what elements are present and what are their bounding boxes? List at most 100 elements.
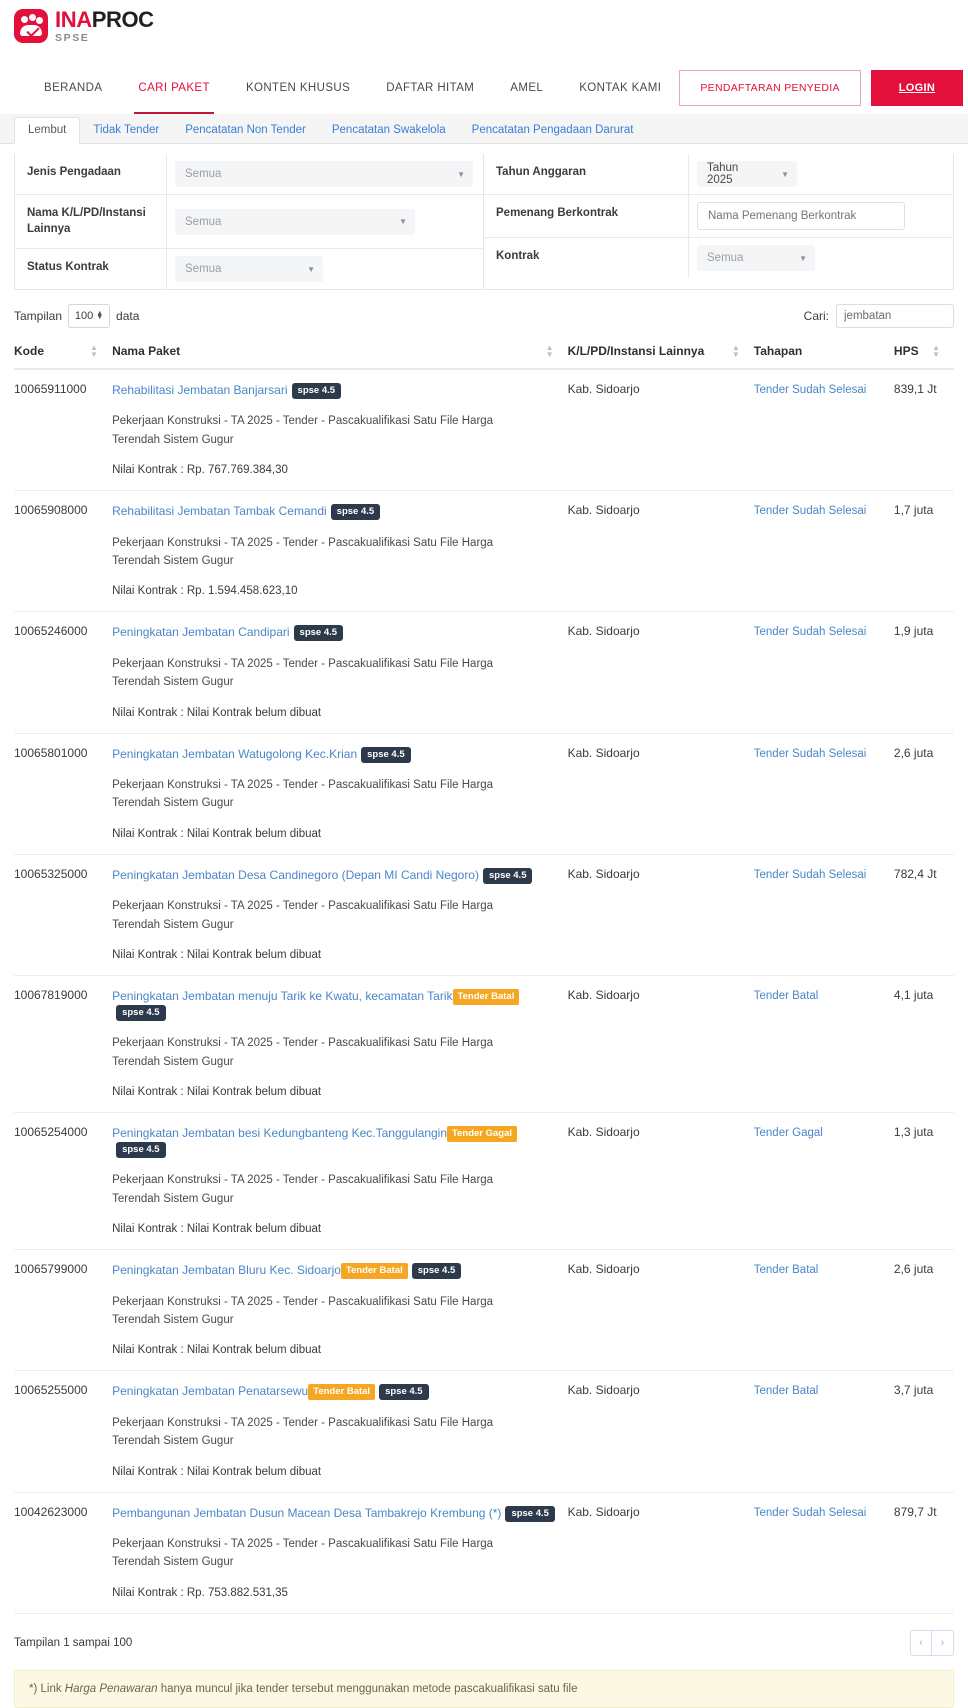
package-description: Pekerjaan Konstruksi - TA 2025 - Tender … [112, 657, 494, 689]
brand-logo[interactable]: INAPROC SPSE [14, 8, 154, 44]
sort-icon[interactable]: ▲ ▼ [545, 343, 554, 360]
search-input[interactable] [836, 304, 954, 329]
tab-lembut[interactable]: Lembut [14, 117, 81, 144]
inaproc-people-icon [14, 8, 48, 43]
nama-instansi-select[interactable]: Semua ▼ [175, 208, 415, 235]
package-title-link[interactable]: Peningkatan Jembatan Bluru Kec. Sidoarjo [112, 1263, 341, 1278]
package-title-line: Peningkatan Jembatan Bluru Kec. Sidoarjo… [112, 1262, 563, 1280]
login-button[interactable]: LOGIN [870, 70, 964, 106]
table-controls: Tampilan 100 ▲ ▼ data Cari: [14, 304, 954, 329]
package-title-link[interactable]: Rehabilitasi Jembatan Banjarsari [112, 383, 288, 398]
tahun-anggaran-select[interactable]: Tahun 2025 ▼ [697, 161, 797, 187]
tahapan-link[interactable]: Tender Sudah Selesai [753, 1506, 867, 1519]
cell-kode: 10042623000 [14, 1492, 113, 1614]
column-header-tahapan[interactable]: Tahapan [753, 338, 894, 371]
package-title-line: Peningkatan Jembatan Desa Candinegoro (D… [112, 867, 563, 884]
cell-instansi: Kab. Sidoarjo [567, 1492, 754, 1614]
table-row: 10065254000 Peningkatan Jembatan besi Ked… [14, 1112, 954, 1251]
package-title-link[interactable]: Peningkatan Jembatan Desa Candinegoro (D… [112, 867, 479, 882]
chevron-down-icon: ▼ [399, 217, 407, 227]
filter-row-nama-instansi: Nama K/L/PD/Instansi Lainnya Semua ▼ [15, 195, 483, 250]
tahun-anggaran-value: Tahun 2025 [707, 162, 739, 186]
cell-instansi: Kab. Sidoarjo [567, 369, 754, 492]
next-page-button[interactable]: › [932, 1629, 954, 1656]
stepper-arrows-icon: ▲ ▼ [96, 310, 104, 322]
nav-item-konten-khusus[interactable]: KONTEN KHUSUS [245, 82, 351, 94]
package-title-link[interactable]: Peningkatan Jembatan menuju Tarik ke Kwa… [112, 988, 453, 1003]
package-title-line: Peningkatan Jembatan besi Kedungbanteng … [112, 1125, 563, 1159]
column-header-instansi[interactable]: K/L/PD/Instansi Lainnya ▲ ▼ [567, 338, 754, 371]
tab-tidak-tender[interactable]: Tidak Tender [93, 124, 160, 136]
cell-nama-paket: Peningkatan Jembatan Desa Candinegoro (D… [112, 854, 568, 976]
tahapan-link[interactable]: Tender Sudah Selesai [753, 868, 867, 881]
cell-tahapan: Tender Sudah Selesai [753, 1492, 894, 1614]
tahapan-link[interactable]: Tender Sudah Selesai [753, 747, 867, 760]
package-title-link[interactable]: Peningkatan Jembatan Penatarsewu [112, 1384, 309, 1399]
jenis-pengadaan-select[interactable]: Semua ▼ [175, 161, 473, 187]
filter-column-right: Tahun Anggaran Tahun 2025 ▼ Pemenang Ber… [484, 154, 953, 289]
brand-subtitle: SPSE [55, 32, 90, 44]
previous-page-button[interactable]: ‹ [910, 1629, 932, 1656]
filter-label-pemenang: Pemenang Berkontrak [484, 195, 689, 237]
nav-item-daftar-hitam[interactable]: DAFTAR HITAM [386, 82, 475, 94]
spse-version-badge: spse 4.5 [411, 1263, 462, 1280]
nav-item-cari-paket[interactable]: CARI PAKET [120, 72, 228, 114]
cell-instansi: Kab. Sidoarjo [567, 611, 754, 734]
column-label-instansi: K/L/PD/Instansi Lainnya [567, 344, 705, 359]
nav-item-beranda[interactable]: BERANDA [44, 82, 103, 94]
sort-icon[interactable]: ▲ ▼ [731, 343, 740, 360]
register-provider-button[interactable]: PENDAFTARAN PENYEDIA [679, 70, 861, 106]
column-label-hps: HPS [893, 344, 919, 359]
cell-hps: 2,6 juta [893, 733, 954, 855]
tahapan-link[interactable]: Tender Batal [753, 1264, 819, 1277]
kontrak-select[interactable]: Semua ▼ [697, 245, 815, 271]
sort-icon[interactable]: ▲ ▼ [932, 343, 940, 360]
table-row: 10065908000 Rehabilitasi Jembatan Tambak … [14, 490, 954, 613]
tab-pencatatan-pengadaan-darurat[interactable]: Pencatatan Pengadaan Darurat [471, 124, 634, 136]
package-description: Pekerjaan Konstruksi - TA 2025 - Tender … [112, 1537, 494, 1569]
spse-version-badge: spse 4.5 [291, 383, 342, 400]
package-description: Pekerjaan Konstruksi - TA 2025 - Tender … [112, 1295, 494, 1327]
spse-version-badge: spse 4.5 [505, 1505, 555, 1522]
package-title-link[interactable]: Rehabilitasi Jembatan Tambak Cemandi [112, 504, 327, 519]
nav-item-amel[interactable]: AMEL [510, 82, 544, 94]
cell-instansi: Kab. Sidoarjo [567, 1370, 754, 1493]
spse-version-badge: spse 4.5 [330, 504, 381, 521]
package-description: Pekerjaan Konstruksi - TA 2025 - Tender … [112, 1416, 494, 1448]
column-header-kode[interactable]: Kode ▲ ▼ [14, 338, 113, 371]
nav-item-kontak-kami[interactable]: KONTAK KAMI [579, 82, 662, 94]
status-badge: Tender Gagal [447, 1126, 518, 1143]
footnote-prefix: *) Link [29, 1682, 65, 1695]
data-label: data [116, 309, 140, 324]
tab-pencatatan-non-tender[interactable]: Pencatatan Non Tender [185, 124, 306, 136]
column-header-hps[interactable]: HPS ▲ ▼ [893, 338, 954, 371]
category-tabs: Lembut Tidak Tender Pencatatan Non Tende… [0, 114, 968, 144]
package-contract-value: Nilai Kontrak : Nilai Kontrak belum dibu… [112, 1086, 322, 1099]
tab-pencatatan-swakelola[interactable]: Pencatatan Swakelola [331, 124, 446, 136]
cell-nama-paket: Rehabilitasi Jembatan Banjarsari spse 4.5… [112, 369, 568, 492]
tahapan-link[interactable]: Tender Gagal [753, 1127, 823, 1140]
package-contract-value: Nilai Kontrak : Nilai Kontrak belum dibu… [112, 827, 322, 840]
package-contract-value: Nilai Kontrak : Nilai Kontrak belum dibu… [112, 706, 322, 719]
package-title-line: Rehabilitasi Jembatan Banjarsari spse 4.5 [112, 382, 563, 400]
tahapan-link[interactable]: Tender Sudah Selesai [753, 505, 867, 518]
package-contract-value: Nilai Kontrak : Nilai Kontrak belum dibu… [112, 1344, 322, 1357]
table-row: 10065255000 Peningkatan Jembatan Penatars… [14, 1370, 954, 1493]
tahapan-link[interactable]: Tender Batal [753, 989, 819, 1002]
column-header-nama-paket[interactable]: Nama Paket ▲ ▼ [112, 338, 568, 371]
package-title-link[interactable]: Pembangunan Jembatan Dusun Macean Desa T… [112, 1505, 502, 1520]
pemenang-berkontrak-input[interactable] [697, 202, 905, 230]
package-title-link[interactable]: Peningkatan Jembatan Candipari [112, 625, 290, 640]
cell-hps: 3,7 juta [893, 1370, 954, 1493]
tahapan-link[interactable]: Tender Sudah Selesai [753, 626, 867, 639]
page-size-stepper[interactable]: 100 ▲ ▼ [68, 304, 111, 329]
sort-icon[interactable]: ▲ ▼ [90, 343, 99, 360]
pagination-controls: ‹ › [910, 1629, 954, 1656]
package-title-link[interactable]: Peningkatan Jembatan Watugolong Kec.Kria… [112, 746, 358, 761]
tahapan-link[interactable]: Tender Sudah Selesai [753, 384, 867, 397]
package-title-link[interactable]: Peningkatan Jembatan besi Kedungbanteng … [112, 1126, 448, 1141]
status-kontrak-select[interactable]: Semua ▼ [175, 256, 323, 283]
cell-kode: 10065908000 [14, 490, 113, 613]
tahapan-link[interactable]: Tender Batal [753, 1385, 819, 1398]
status-badge: Tender Batal [452, 988, 520, 1005]
